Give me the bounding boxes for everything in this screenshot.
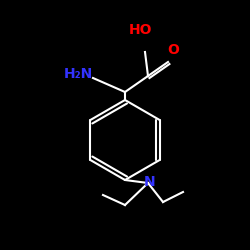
Text: HO: HO xyxy=(128,23,152,37)
Text: H₂N: H₂N xyxy=(64,67,92,81)
Text: O: O xyxy=(167,43,179,57)
Text: N: N xyxy=(144,175,156,189)
